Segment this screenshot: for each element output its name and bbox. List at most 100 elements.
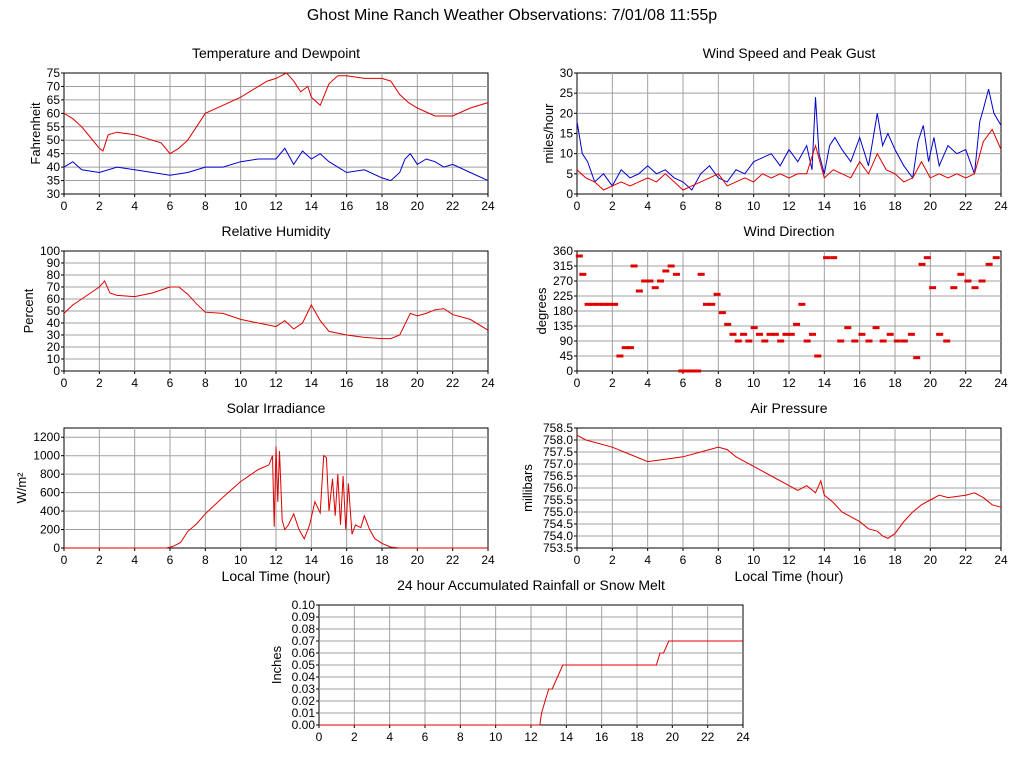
x-tick-label: 24 (994, 376, 1008, 390)
direction-point (702, 302, 710, 306)
y-tick-label: 70 (47, 79, 61, 93)
y-axis-label: Percent (21, 288, 36, 333)
x-tick-label: 18 (888, 376, 902, 390)
direction-point (793, 322, 801, 326)
direction-point (678, 369, 686, 373)
y-tick-label: 135 (553, 319, 573, 333)
x-tick-label: 8 (202, 376, 209, 390)
direction-point (630, 264, 638, 268)
y-tick-label: 55 (47, 120, 61, 134)
direction-point (651, 286, 659, 290)
y-tick-label: 400 (40, 504, 60, 518)
y-tick-label: 45 (560, 349, 574, 363)
y-tick-label: 25 (560, 86, 574, 100)
direction-point (635, 289, 643, 293)
x-tick-label: 6 (680, 376, 687, 390)
y-tick-label: 0.01 (292, 706, 316, 720)
x-tick-label: 24 (994, 199, 1008, 213)
x-tick-label: 24 (994, 553, 1008, 567)
direction-point (858, 332, 866, 336)
x-tick-label: 10 (747, 553, 761, 567)
x-axis-label: Local Time (hour) (222, 568, 331, 584)
x-tick-label: 12 (782, 553, 796, 567)
x-tick-label: 8 (715, 553, 722, 567)
y-tick-label: 0.03 (292, 682, 316, 696)
y-tick-label: 35 (47, 174, 61, 188)
direction-point (886, 332, 894, 336)
x-tick-label: 8 (202, 199, 209, 213)
direction-point (646, 279, 654, 283)
x-tick-label: 14 (305, 553, 319, 567)
x-tick-label: 20 (411, 553, 425, 567)
y-tick-label: 75 (47, 66, 61, 80)
series-line-0 (319, 640, 743, 726)
y-tick-label: 0.10 (292, 598, 316, 612)
y-tick-label: 90 (560, 334, 574, 348)
y-tick-label: 0.05 (292, 658, 316, 672)
x-tick-label: 22 (959, 376, 973, 390)
y-tick-label: 755.0 (543, 505, 573, 519)
y-tick-label: 65 (47, 93, 61, 107)
direction-point (595, 302, 603, 306)
direction-point (718, 311, 726, 315)
y-tick-label: 225 (553, 289, 573, 303)
x-tick-label: 16 (853, 553, 867, 567)
x-tick-label: 0 (574, 199, 581, 213)
x-tick-label: 0 (61, 553, 68, 567)
series-line-0 (576, 88, 1002, 191)
x-tick-label: 0 (574, 553, 581, 567)
x-tick-label: 12 (269, 376, 283, 390)
y-tick-label: 20 (560, 106, 574, 120)
x-tick-label: 8 (715, 199, 722, 213)
y-tick-label: 0 (566, 187, 573, 201)
direction-point (964, 279, 972, 283)
x-tick-label: 2 (609, 376, 616, 390)
x-tick-label: 16 (340, 199, 354, 213)
x-tick-label: 10 (489, 730, 503, 744)
direction-point (923, 256, 931, 260)
y-axis-label: Fahrenheit (28, 102, 43, 165)
direction-point (575, 254, 583, 258)
direction-point (992, 256, 1000, 260)
direction-point (667, 264, 675, 268)
direction-point (936, 332, 944, 336)
direction-point (865, 339, 873, 343)
x-tick-label: 24 (481, 376, 495, 390)
y-axis-label: millibars (520, 464, 535, 512)
y-tick-label: 360 (553, 244, 573, 258)
direction-point (740, 332, 748, 336)
direction-point (600, 302, 608, 306)
x-tick-label: 14 (818, 553, 832, 567)
direction-point (697, 272, 705, 276)
x-tick-label: 6 (167, 199, 174, 213)
page-title: Ghost Mine Ranch Weather Observations: 7… (306, 7, 718, 24)
chart-humidity: 0 2 4 6 8 10 12 14 16 18 20 22 240102030405060708090… (21, 223, 495, 390)
x-tick-label: 2 (351, 730, 358, 744)
direction-point (657, 279, 665, 283)
y-tick-label: 753.5 (543, 541, 573, 555)
y-tick-label: 20 (47, 340, 61, 354)
y-tick-label: 50 (47, 304, 61, 318)
x-tick-label: 0 (574, 376, 581, 390)
y-tick-label: 90 (47, 256, 61, 270)
y-tick-label: 70 (47, 280, 61, 294)
y-tick-label: 180 (553, 304, 573, 318)
direction-point (879, 339, 887, 343)
x-tick-label: 16 (595, 730, 609, 744)
direction-point (713, 292, 721, 296)
x-tick-label: 22 (446, 553, 460, 567)
x-tick-label: 2 (96, 376, 103, 390)
x-tick-label: 18 (888, 553, 902, 567)
x-tick-label: 16 (853, 376, 867, 390)
y-tick-label: 0.07 (292, 634, 316, 648)
y-tick-label: 40 (47, 316, 61, 330)
direction-point (971, 286, 979, 290)
y-tick-label: 100 (40, 244, 60, 258)
y-tick-label: 50 (47, 133, 61, 147)
chart-pressure: 0 2 4 6 8 10 12 14 16 18 20 22 24753.5754.0754.5755.… (520, 400, 1008, 584)
y-tick-label: 0.04 (292, 670, 316, 684)
x-tick-label: 4 (644, 376, 651, 390)
y-tick-label: 10 (560, 147, 574, 161)
